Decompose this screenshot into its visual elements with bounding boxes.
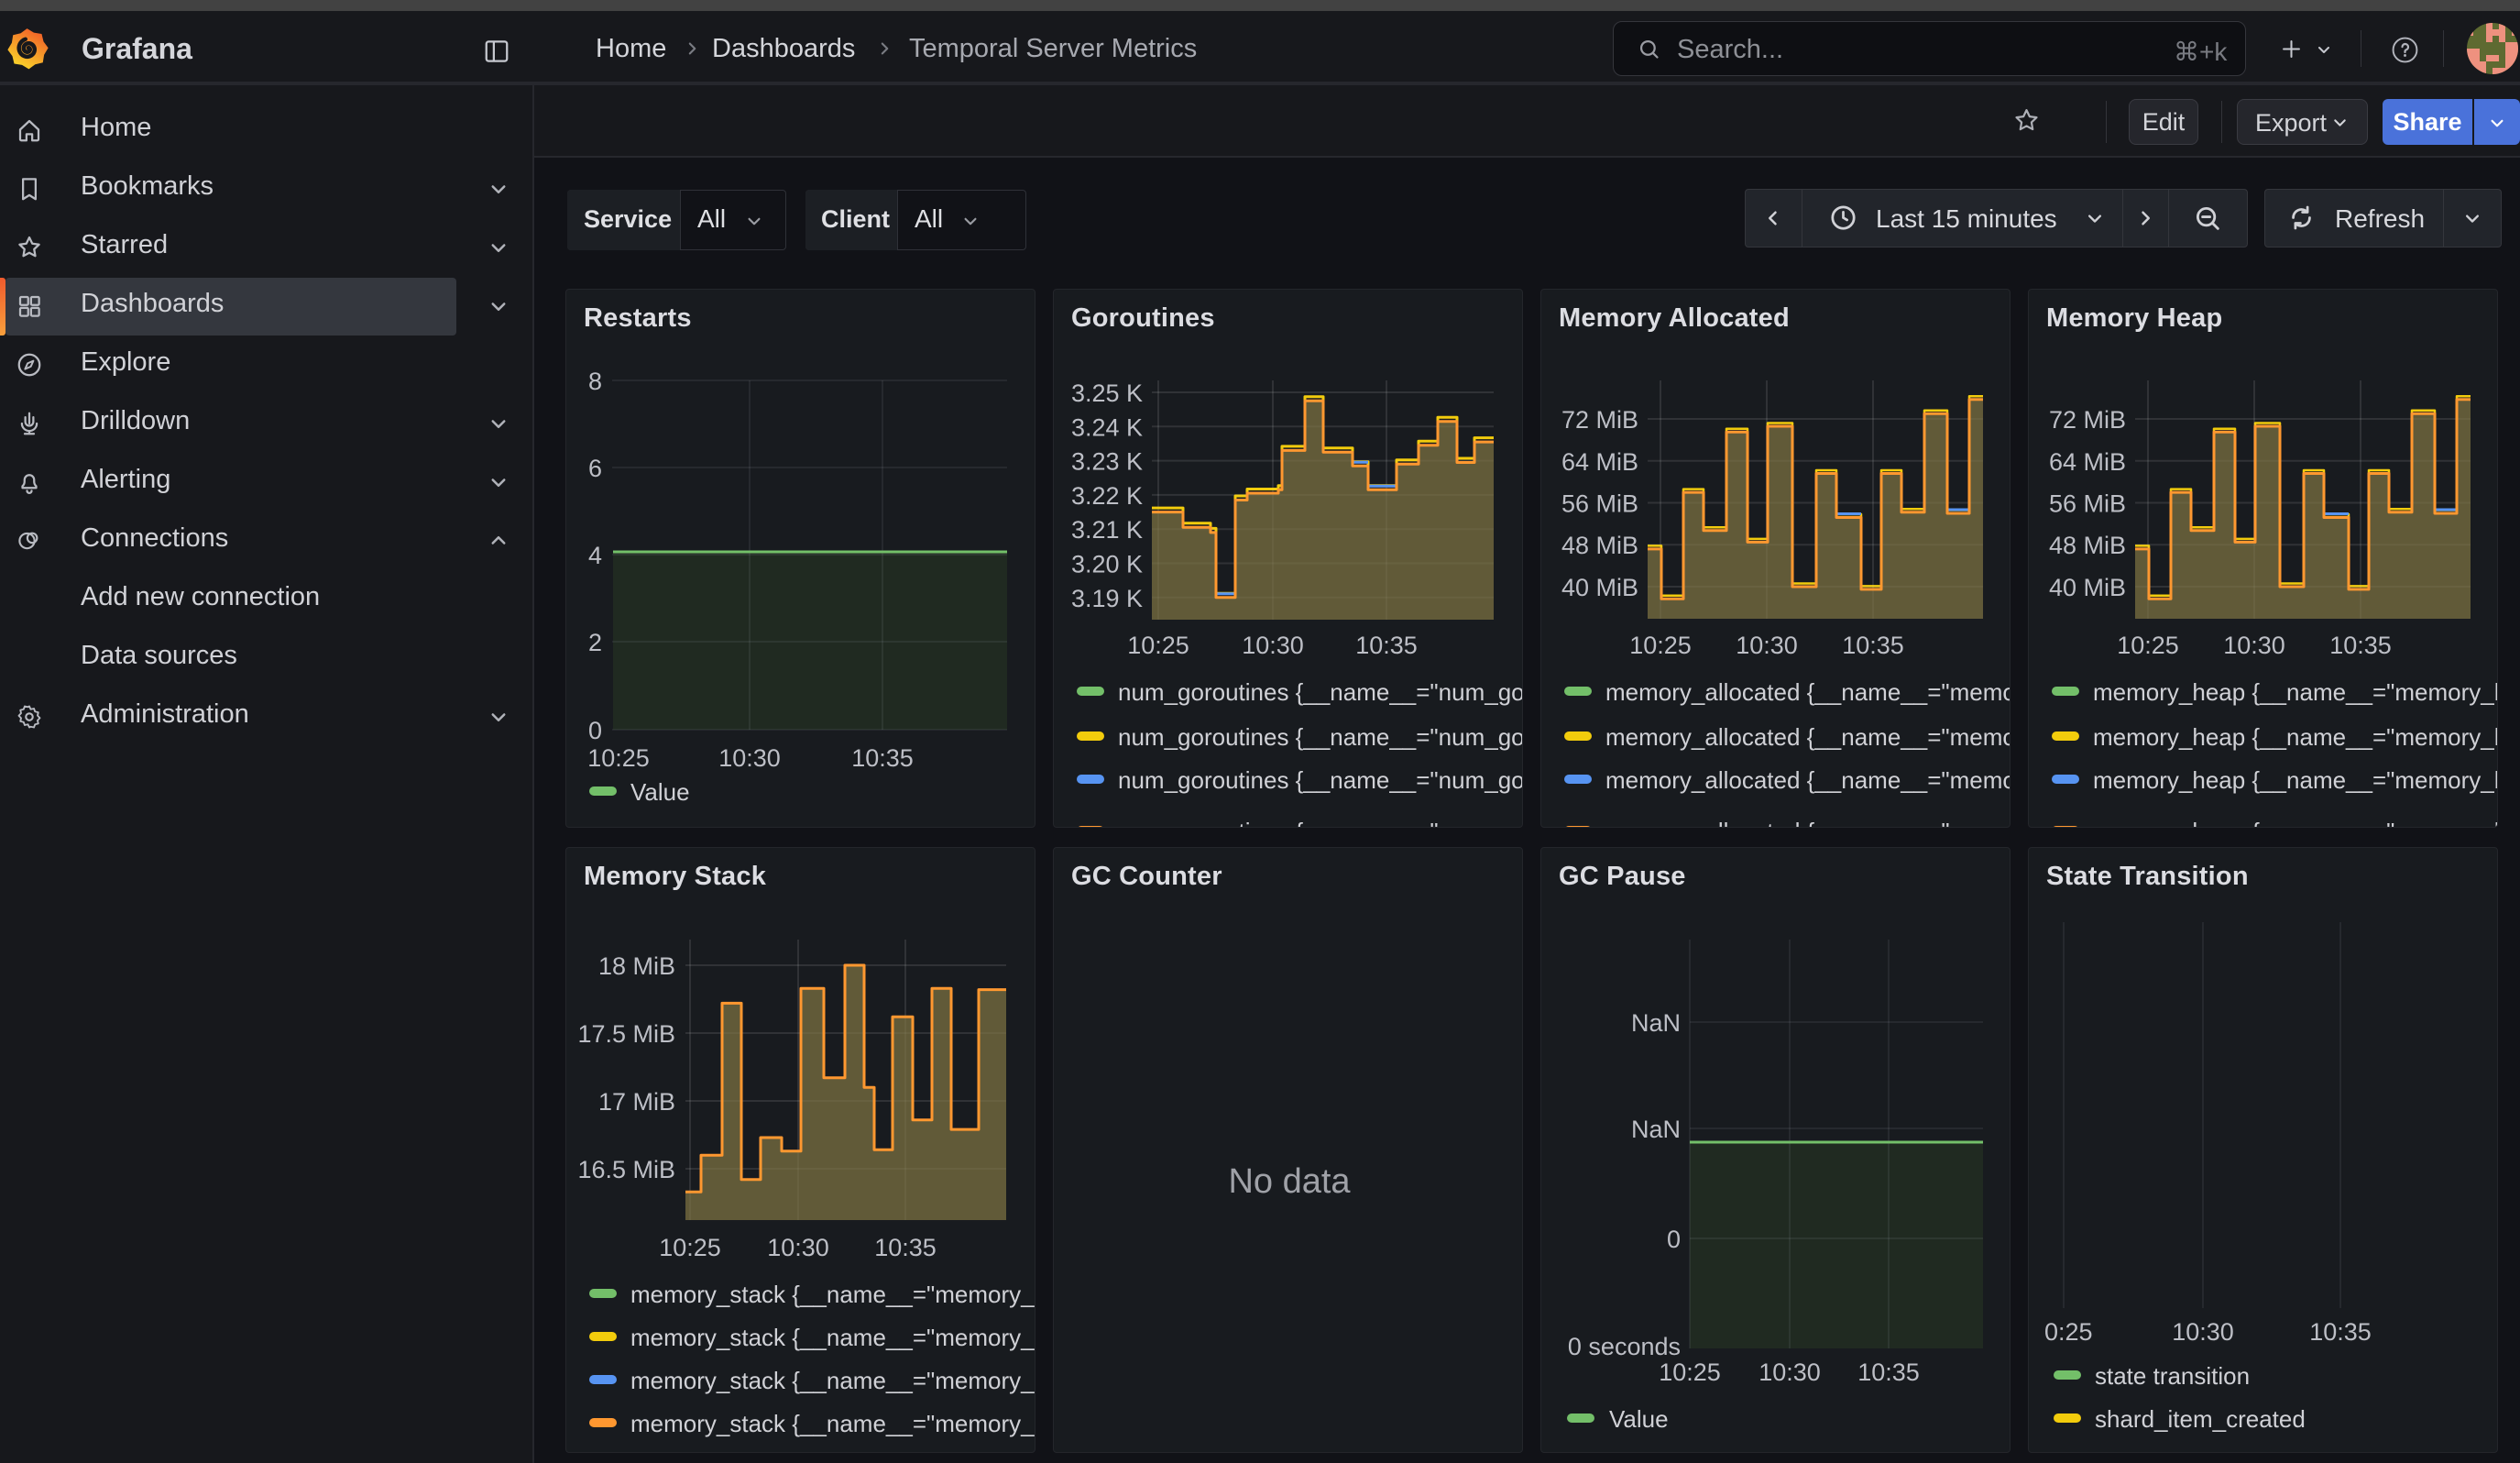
svg-text:40 MiB: 40 MiB (2049, 574, 2126, 601)
svg-text:10:30: 10:30 (718, 744, 781, 772)
svg-text:10:35: 10:35 (1355, 632, 1418, 659)
svg-text:17 MiB: 17 MiB (598, 1088, 675, 1116)
svg-text:10:30: 10:30 (1759, 1358, 1821, 1386)
svg-text:17.5 MiB: 17.5 MiB (577, 1020, 675, 1048)
svg-text:num_goroutines {__name__="num_: num_goroutines {__name__="num_gorout (1118, 678, 1523, 706)
svg-text:memory_stack {__name__="memory: memory_stack {__name__="memory_s (630, 1281, 1035, 1308)
svg-text:0: 0 (588, 717, 602, 744)
svg-text:10:25: 10:25 (659, 1234, 721, 1261)
svg-text:48 MiB: 48 MiB (1561, 532, 1638, 559)
svg-text:memory_heap {__name__="memory_: memory_heap {__name__="memory_h (2093, 766, 2498, 794)
svg-text:3.22 K: 3.22 K (1071, 482, 1143, 510)
svg-text:56 MiB: 56 MiB (2049, 490, 2126, 518)
svg-text:10:25: 10:25 (1127, 632, 1189, 659)
svg-text:10:30: 10:30 (1242, 632, 1304, 659)
svg-text:0:25: 0:25 (2044, 1318, 2093, 1346)
svg-text:10:25: 10:25 (587, 744, 650, 772)
svg-text:10:35: 10:35 (851, 744, 914, 772)
svg-text:3.25 K: 3.25 K (1071, 380, 1143, 407)
svg-text:memory_allocated {__name__="me: memory_allocated {__name__="memor (1605, 723, 2011, 751)
svg-text:4: 4 (588, 542, 602, 569)
svg-text:10:35: 10:35 (1857, 1358, 1920, 1386)
svg-text:memory_heap {__name__="memory_: memory_heap {__name__="memory_h (2093, 818, 2498, 828)
svg-text:shard_item_created: shard_item_created (2095, 1405, 2306, 1433)
svg-text:memory_heap {__name__="memory_: memory_heap {__name__="memory_h (2093, 678, 2498, 706)
svg-text:72 MiB: 72 MiB (2049, 406, 2126, 434)
svg-text:num_goroutines {__name__="num_: num_goroutines {__name__="num_gorout (1118, 723, 1523, 751)
svg-text:64 MiB: 64 MiB (2049, 448, 2126, 476)
svg-text:10:35: 10:35 (2329, 632, 2392, 659)
svg-text:state transition: state transition (2095, 1362, 2250, 1390)
svg-text:10:30: 10:30 (2223, 632, 2285, 659)
svg-text:72 MiB: 72 MiB (1561, 406, 1638, 434)
svg-text:NaN: NaN (1631, 1116, 1681, 1143)
svg-text:Value: Value (1609, 1405, 1669, 1433)
svg-text:0: 0 (1667, 1226, 1681, 1253)
svg-text:18 MiB: 18 MiB (598, 952, 675, 980)
svg-text:3.20 K: 3.20 K (1071, 551, 1143, 578)
svg-text:64 MiB: 64 MiB (1561, 448, 1638, 476)
svg-text:memory_heap {__name__="memory_: memory_heap {__name__="memory_h (2093, 723, 2498, 751)
svg-text:6: 6 (588, 455, 602, 482)
svg-text:Value: Value (630, 778, 690, 806)
svg-text:10:35: 10:35 (2309, 1318, 2372, 1346)
svg-text:num_goroutines {__name__="num_: num_goroutines {__name__="num_gorout (1118, 818, 1523, 828)
svg-text:10:35: 10:35 (874, 1234, 937, 1261)
svg-text:40 MiB: 40 MiB (1561, 574, 1638, 601)
svg-text:16.5 MiB: 16.5 MiB (577, 1156, 675, 1183)
svg-text:10:25: 10:25 (1659, 1358, 1721, 1386)
svg-text:10:30: 10:30 (2172, 1318, 2234, 1346)
svg-text:3.23 K: 3.23 K (1071, 448, 1143, 476)
svg-text:8: 8 (588, 368, 602, 395)
svg-text:10:25: 10:25 (1629, 632, 1692, 659)
svg-text:48 MiB: 48 MiB (2049, 532, 2126, 559)
svg-text:num_goroutines {__name__="num_: num_goroutines {__name__="num_gorout (1118, 766, 1523, 794)
svg-text:memory_stack {__name__="memory: memory_stack {__name__="memory_s (630, 1410, 1035, 1437)
svg-text:10:25: 10:25 (2117, 632, 2179, 659)
svg-text:10:30: 10:30 (767, 1234, 829, 1261)
svg-text:memory_allocated {__name__="me: memory_allocated {__name__="memor (1605, 678, 2011, 706)
svg-text:memory_allocated {__name__="me: memory_allocated {__name__="memor (1605, 818, 2011, 828)
svg-text:3.21 K: 3.21 K (1071, 516, 1143, 544)
svg-text:3.24 K: 3.24 K (1071, 413, 1143, 441)
svg-text:10:30: 10:30 (1736, 632, 1798, 659)
svg-text:No data: No data (1228, 1162, 1351, 1201)
svg-text:memory_stack {__name__="memory: memory_stack {__name__="memory_s (630, 1367, 1035, 1394)
svg-text:memory_allocated {__name__="me: memory_allocated {__name__="memor (1605, 766, 2011, 794)
svg-text:memory_stack {__name__="memory: memory_stack {__name__="memory_s (630, 1324, 1035, 1351)
svg-text:NaN: NaN (1631, 1009, 1681, 1037)
svg-text:56 MiB: 56 MiB (1561, 490, 1638, 518)
svg-text:3.19 K: 3.19 K (1071, 585, 1143, 612)
svg-text:10:35: 10:35 (1842, 632, 1904, 659)
svg-text:0 seconds: 0 seconds (1568, 1333, 1681, 1360)
svg-text:2: 2 (588, 629, 602, 656)
